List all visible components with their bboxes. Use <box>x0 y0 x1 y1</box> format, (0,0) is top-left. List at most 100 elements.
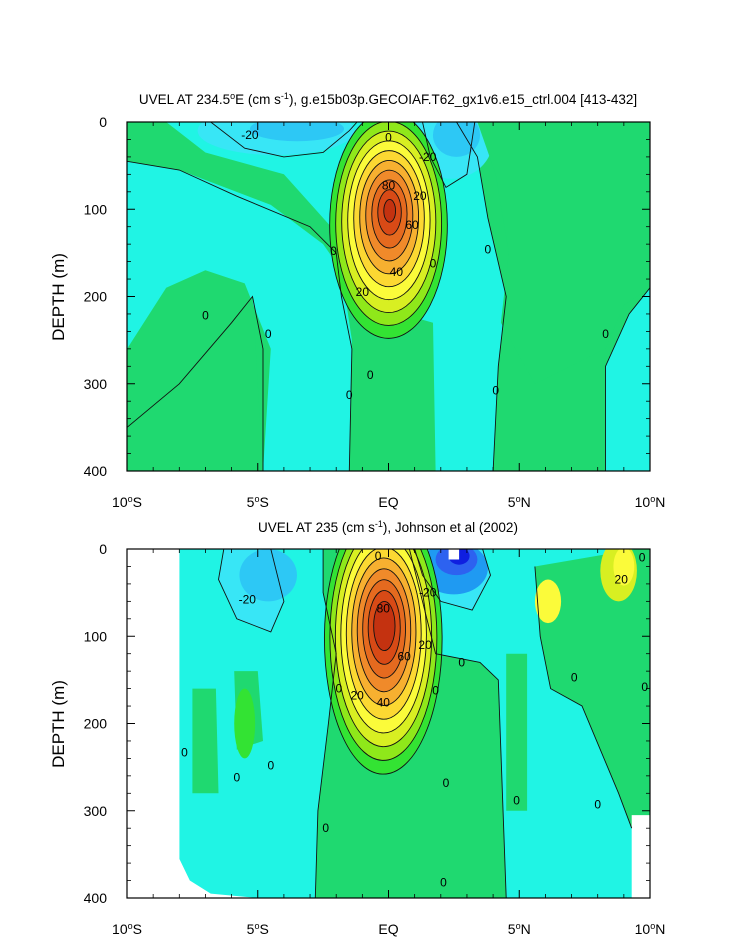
contour-fill-1 <box>127 122 650 471</box>
jet-contour-90 <box>383 199 397 223</box>
contour-label: 0 <box>330 244 337 258</box>
x-tick-label-1: 5oS <box>247 921 269 937</box>
contour-label: 0 <box>443 776 450 790</box>
y-tick-label-4: 400 <box>84 463 108 479</box>
contour-zero-far-east <box>534 566 633 829</box>
contour-label: 40 <box>390 265 404 279</box>
eastward-blob-c <box>506 653 528 811</box>
contour-label: -20 <box>241 128 259 142</box>
y-tick-label-1: 100 <box>84 201 108 217</box>
contour-label: 0 <box>458 655 465 669</box>
contour-label: 0 <box>432 683 439 697</box>
jet-contour-10 <box>335 122 443 326</box>
contour-label: 0 <box>430 256 437 270</box>
contour-label: 0 <box>346 388 353 402</box>
jet-contour-10 <box>329 549 438 761</box>
jet-contour-90 <box>373 600 396 652</box>
x-tick-label-0: 10oS <box>112 921 142 937</box>
contour-zero-east <box>408 549 507 898</box>
x-tick-label-2: EQ <box>378 921 398 937</box>
jet-contour-30 <box>340 549 427 734</box>
chart-panel-2: UVEL AT 235 (cm s-1), Johnson et al (200… <box>49 519 666 937</box>
contour-label: 60 <box>405 218 419 232</box>
x-tick-label-4: 10oN <box>635 494 666 510</box>
contour-label: -20 <box>239 593 257 607</box>
contour-zero-far-east <box>605 287 650 471</box>
contour-west-20-b <box>422 122 476 189</box>
contour-label: -20 <box>419 150 437 164</box>
contour-label: 60 <box>398 649 412 663</box>
contour-label: 0 <box>602 327 609 341</box>
contour-label: 20 <box>615 573 629 587</box>
contour-label: 0 <box>641 680 648 694</box>
jet-contour-20 <box>341 130 437 314</box>
contour-label: 0 <box>513 793 520 807</box>
jet-contour-80 <box>367 590 401 665</box>
contour-label: 20 <box>356 285 370 299</box>
x-tick-label-0: 10oS <box>112 494 142 510</box>
contour-label: 80 <box>377 601 391 615</box>
contour-lines-2 <box>218 549 633 898</box>
contour-label: 20 <box>418 638 432 652</box>
contour-zero-west <box>314 549 337 898</box>
eastward-blob-b-core <box>234 688 256 759</box>
eastward-east <box>534 549 650 829</box>
contour-label: 20 <box>350 689 364 703</box>
contour-label: 80 <box>382 179 396 193</box>
y-tick-label-0: 0 <box>99 114 107 130</box>
contour-label: 0 <box>385 131 392 145</box>
east-zero-band <box>477 122 650 384</box>
y-tick-label-4: 400 <box>84 890 108 906</box>
jet-contour-40 <box>345 549 422 720</box>
y-tick-label-3: 300 <box>84 376 108 392</box>
westward-core-b <box>432 122 481 157</box>
x-tick-label-1: 5oS <box>247 494 269 510</box>
x-tick-label-2: EQ <box>378 494 398 510</box>
jet-contour-30 <box>347 140 431 301</box>
contour-west-20 <box>218 549 285 633</box>
y-axis-label-1: DEPTH (m) <box>49 253 68 341</box>
y-tick-label-0: 0 <box>99 541 107 557</box>
chart-title-2: UVEL AT 235 (cm s-1), Johnson et al (200… <box>258 519 518 535</box>
contour-label: 0 <box>265 327 272 341</box>
bg-lower-left <box>127 296 263 471</box>
jet-contour-70 <box>371 179 408 249</box>
contour-label: 0 <box>202 309 209 323</box>
contour-label: 0 <box>375 549 382 563</box>
contour-west-20 <box>210 122 358 158</box>
contour-label: 40 <box>377 696 391 710</box>
x-tick-label-3: 5oN <box>508 921 531 937</box>
jet-level-90 <box>383 199 396 223</box>
westward-core-a <box>249 122 345 142</box>
contour-west-20-b <box>414 549 491 611</box>
contour-zero-west <box>127 160 353 471</box>
west-band-west <box>127 161 352 471</box>
contour-label: 0 <box>322 821 329 835</box>
contour-labels-2: -20 0 -20 80 20 60 40 20 0 0 0 0 0 20 0 0 0 0 0 0 0 0 0 <box>181 549 648 889</box>
jet-contour-50 <box>351 557 417 706</box>
jet-contour-50 <box>359 159 420 275</box>
contour-label: 0 <box>492 384 499 398</box>
contour-label: 0 <box>639 551 646 565</box>
chart-panel-1: UVEL AT 234.5oE (cm s-1), g.e15b03p.GECO… <box>49 91 665 510</box>
y-tick-label-1: 100 <box>84 628 108 644</box>
y-tick-label-2: 200 <box>84 289 108 305</box>
jet-contour-20 <box>334 549 433 748</box>
contour-label: 0 <box>233 771 240 785</box>
eastward-east-yellow-b <box>613 549 635 586</box>
eastward-east-yellow <box>534 579 562 624</box>
contour-zero-lower <box>127 295 264 471</box>
contour-label: 0 <box>571 670 578 684</box>
no-data-top <box>448 549 460 560</box>
x-tick-label-4: 10oN <box>635 921 666 937</box>
contour-label: 0 <box>367 368 374 382</box>
jet-level-90 <box>373 601 396 651</box>
westward-core-a <box>239 549 297 602</box>
contour-label: 0 <box>267 758 274 772</box>
no-data-east <box>631 815 650 898</box>
jet-contour-60 <box>356 568 412 693</box>
contour-label: -20 <box>419 586 437 600</box>
